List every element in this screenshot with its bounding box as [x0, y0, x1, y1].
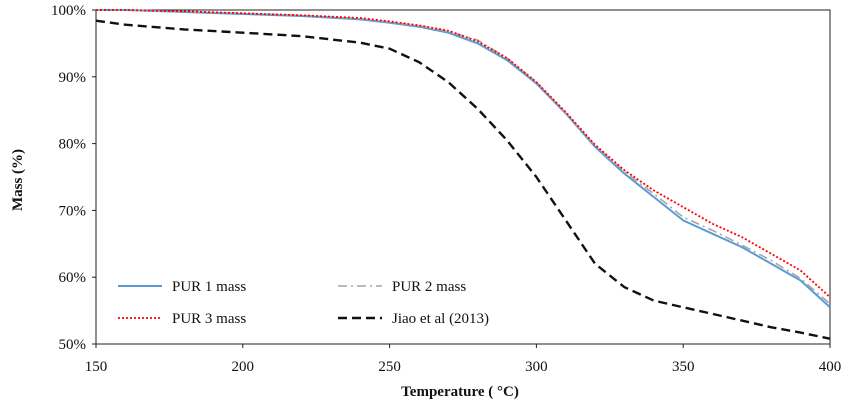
legend-label-pur-1-mass: PUR 1 mass	[172, 279, 246, 295]
y-tick-label: 60%	[59, 270, 87, 286]
plot-frame	[95, 9, 831, 345]
series-line-pur-1-mass	[96, 9, 831, 309]
y-axis-title: Mass (%)	[10, 149, 26, 211]
x-tick-label: 300	[525, 359, 548, 375]
series-line-pur-3-mass	[96, 9, 831, 298]
legend: PUR 1 mass PUR 2 mass PUR 3 mass Jiao et al…	[118, 279, 489, 327]
y-tick-label: 70%	[59, 203, 87, 219]
y-tick-label: 90%	[59, 70, 87, 86]
x-tick-label: 400	[819, 359, 842, 375]
series-line-pur-2-mass	[96, 9, 831, 305]
x-tick-label: 150	[85, 359, 108, 375]
ticks-layer: 150 200 250 300 350 400 50% 60% 70% 80% 90% 100%	[51, 3, 841, 375]
x-tick-label: 250	[378, 359, 401, 375]
y-tick-label: 80%	[59, 137, 87, 153]
legend-label-pur-3-mass: PUR 3 mass	[172, 311, 246, 327]
series-layer	[95, 9, 831, 340]
legend-label-pur-2-mass: PUR 2 mass	[392, 279, 466, 295]
x-tick-label: 350	[672, 359, 695, 375]
legend-label-jiao-et-al-2013: Jiao et al (2013)	[392, 311, 489, 327]
series-line-jiao-et-al-2013	[95, 19, 831, 340]
x-tick-label: 200	[232, 359, 255, 375]
y-tick-label: 50%	[59, 337, 87, 353]
y-tick-label: 100%	[51, 3, 86, 19]
x-axis-title: Temperature ( °C)	[401, 384, 519, 400]
plot-area	[95, 9, 831, 345]
